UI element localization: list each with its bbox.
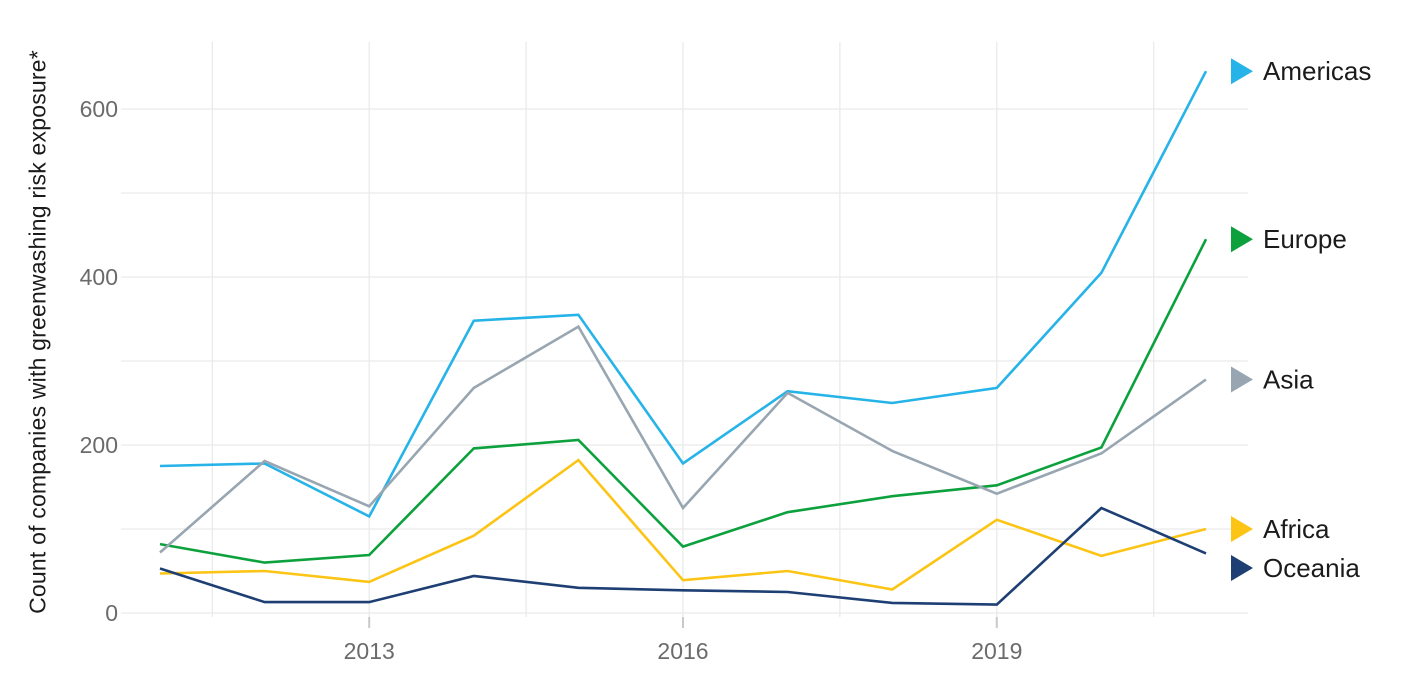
series-line-europe [159,238,1208,564]
legend-marker-oceania-icon [1231,555,1253,581]
y-tick-label-600: 600 [80,96,118,122]
series-line-africa [159,458,1207,591]
series-line-americas [159,70,1208,519]
legend-marker-europe-icon [1231,226,1253,253]
series-line-asia [159,324,1207,554]
legend-marker-africa-icon [1231,516,1253,542]
x-tick-label-2013: 2013 [344,638,395,664]
x-tick-label-2016: 2016 [657,638,708,664]
series-line-oceania [159,506,1207,606]
legend-label-oceania: Oceania [1263,553,1360,583]
x-tick-label-2019: 2019 [971,638,1022,664]
legend-label-africa: Africa [1263,514,1330,544]
y-tick-label-400: 400 [80,264,118,290]
legend-label-asia: Asia [1263,364,1314,394]
legend-label-europe: Europe [1263,224,1347,254]
legend-label-americas: Americas [1263,56,1371,86]
legend-marker-americas-icon [1231,58,1253,85]
legend-marker-asia-icon [1231,366,1253,393]
y-tick-label-200: 200 [80,432,118,458]
y-axis-title: Count of companies with greenwashing ris… [24,50,51,614]
y-tick-label-0: 0 [105,600,118,626]
